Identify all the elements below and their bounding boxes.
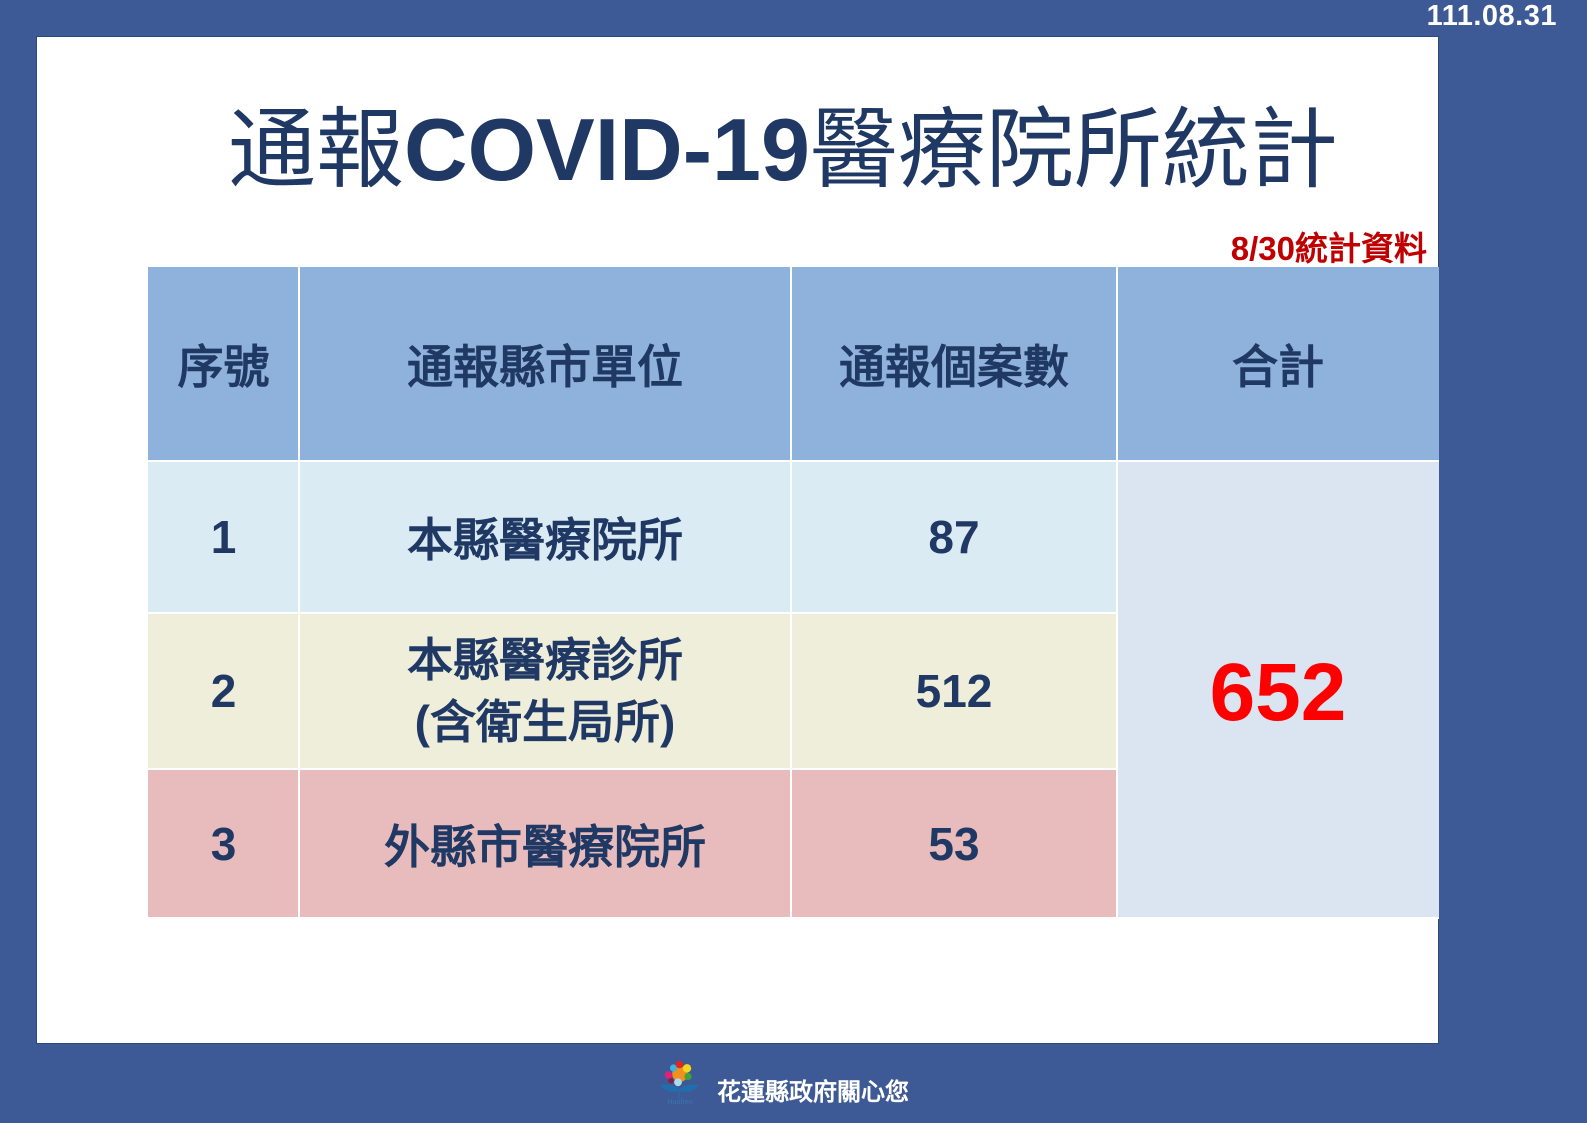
svg-text:Hualien: Hualien	[667, 1099, 692, 1105]
